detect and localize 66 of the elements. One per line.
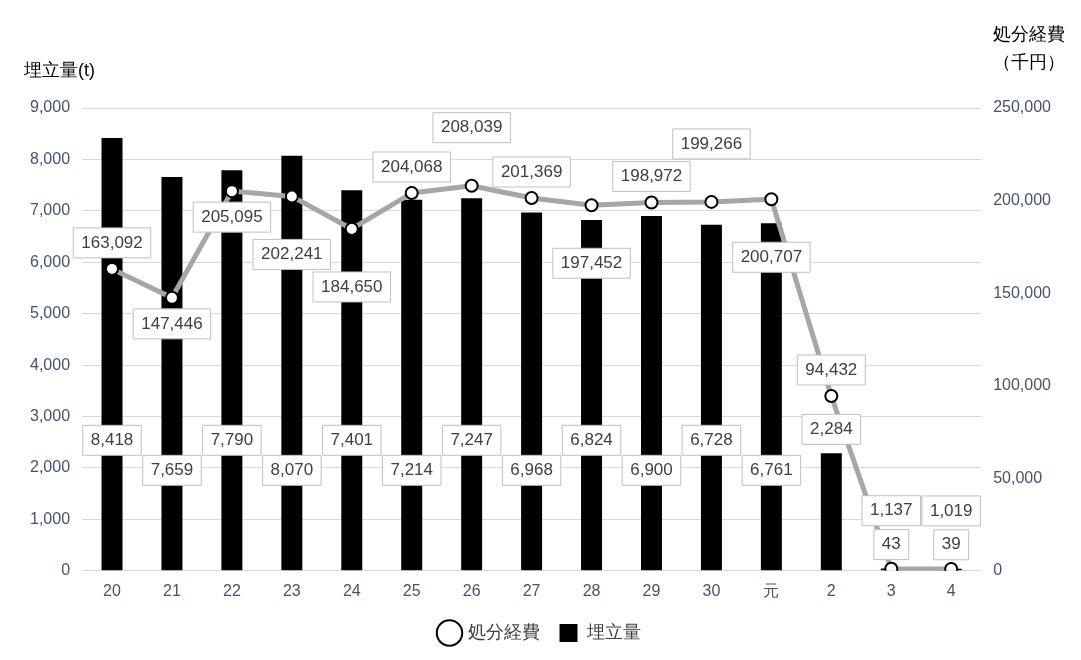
x-tick-label: 3 — [886, 581, 896, 599]
x-tick-label: 30 — [702, 581, 721, 599]
data-label: 43 — [881, 534, 901, 554]
data-label: 6,968 — [510, 459, 553, 479]
y-tick-label: 4,000 — [29, 355, 71, 373]
x-tick-label: 22 — [222, 581, 241, 599]
data-label: 163,092 — [81, 232, 143, 252]
data-label: 2,284 — [810, 419, 853, 439]
legend-label: 埋立量 — [585, 621, 641, 642]
data-label: 6,761 — [750, 459, 793, 479]
data-label: 7,247 — [450, 429, 493, 449]
y-axis-title: 埋立量(t) — [24, 59, 95, 82]
data-label: 8,418 — [90, 429, 134, 449]
y-tick-label: 5,000 — [29, 304, 71, 322]
bar — [820, 453, 842, 571]
y2-tick-label: 50,000 — [993, 468, 1043, 486]
data-label: 198,972 — [620, 166, 683, 186]
y-tick-label: 8,000 — [29, 149, 71, 167]
x-tick-label: 23 — [282, 581, 301, 599]
data-label: 6,728 — [690, 429, 733, 449]
y2-tick-label: 250,000 — [993, 98, 1052, 116]
x-tick-label: 20 — [103, 581, 122, 599]
data-label: 197,452 — [560, 252, 623, 272]
y-tick-label: 0 — [61, 561, 71, 579]
x-tick-label: 25 — [402, 581, 421, 599]
x-tick-label: 21 — [163, 581, 181, 599]
data-label: 7,790 — [210, 429, 254, 449]
y-tick-label: 7,000 — [29, 201, 71, 219]
data-label: 1,019 — [929, 500, 973, 520]
x-tick-label: 24 — [342, 581, 361, 599]
data-label: 7,401 — [330, 429, 374, 449]
x-tick-label: 4 — [946, 581, 956, 599]
legend-label: 処分経費 — [467, 621, 540, 642]
data-label: 6,824 — [570, 429, 613, 449]
data-label: 147,446 — [141, 313, 203, 333]
y2-tick-label: 200,000 — [993, 190, 1052, 208]
data-label: 6,900 — [630, 459, 673, 479]
data-label: 1,137 — [869, 500, 913, 520]
y-tick-label: 1,000 — [29, 509, 71, 527]
x-tick-label: 26 — [462, 581, 481, 599]
data-label: 200,707 — [740, 246, 803, 266]
y-tick-label: 3,000 — [29, 406, 71, 424]
data-label: 8,070 — [270, 459, 314, 479]
y2-axis-title: 処分経費（千円） — [993, 23, 1067, 74]
data-label: 202,241 — [261, 244, 323, 264]
data-label: 201,369 — [500, 161, 563, 181]
y2-tick-label: 150,000 — [993, 283, 1052, 301]
y-tick-label: 2,000 — [29, 458, 71, 476]
data-label: 94,432 — [805, 359, 858, 379]
data-label: 208,039 — [440, 117, 503, 137]
y2-tick-label: 100,000 — [993, 376, 1052, 394]
data-label: 184,650 — [321, 276, 383, 296]
x-tick-label: 27 — [522, 581, 541, 599]
x-tick-label: 元 — [763, 581, 780, 599]
data-label: 7,214 — [390, 459, 433, 479]
data-label: 204,068 — [380, 156, 443, 176]
data-label: 199,266 — [680, 133, 743, 153]
x-tick-label: 29 — [642, 581, 661, 599]
y2-tick-label: 0 — [993, 561, 1003, 579]
data-label: 39 — [941, 534, 961, 554]
x-tick-label: 28 — [582, 581, 601, 599]
x-tick-label: 2 — [826, 581, 836, 599]
y-tick-label: 9,000 — [29, 98, 71, 116]
data-label: 7,659 — [150, 459, 194, 479]
data-label: 205,095 — [201, 206, 263, 226]
y-tick-label: 6,000 — [29, 252, 71, 270]
